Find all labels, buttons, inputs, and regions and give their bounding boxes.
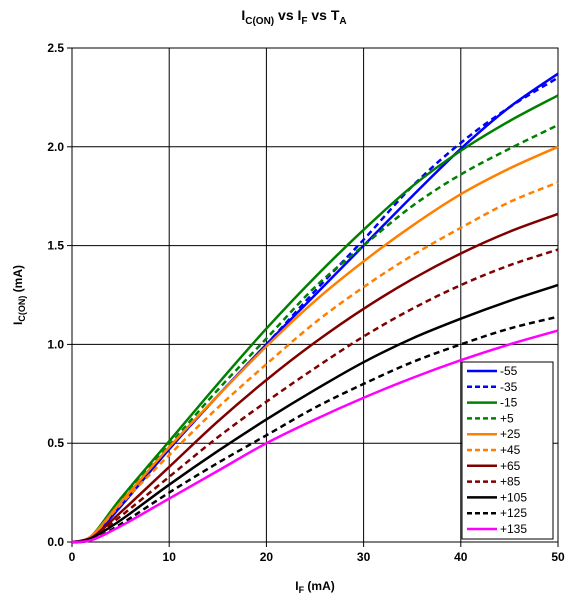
legend-entry-label: +105	[500, 490, 527, 504]
legend-entry-label: +25	[500, 427, 521, 441]
x-tick-label: 30	[357, 550, 371, 564]
y-tick-label: 0.0	[47, 535, 64, 549]
series-line-plus5	[71, 123, 559, 544]
legend-entry-label: +5	[500, 411, 514, 425]
legend-entry-label: +45	[500, 443, 521, 457]
legend-entry-label: -35	[500, 380, 518, 394]
series-line-plus25	[71, 145, 559, 544]
x-tick-label: 50	[551, 550, 565, 564]
y-tick-label: 1.0	[47, 337, 64, 351]
series-line-plus85	[71, 248, 559, 544]
x-tick-label: 10	[163, 550, 177, 564]
series-line-minus15	[71, 94, 559, 544]
legend-entry-label: +65	[500, 459, 521, 473]
x-tick-label: 0	[69, 550, 76, 564]
grid	[71, 47, 559, 543]
series-line-plus65	[71, 212, 559, 544]
series-line-plus135	[71, 329, 559, 544]
series-line-plus125	[71, 315, 559, 544]
legend-entry-label: -55	[500, 364, 518, 378]
legend-entry-label: +85	[500, 475, 521, 489]
y-tick-label: 2.0	[47, 140, 64, 154]
chart-title: IC(ON) vs IF vs TA	[241, 7, 346, 27]
y-axis-ticks: 0.0 0.5 1.0 1.5 2.0 2.5	[47, 41, 72, 549]
legend-entry-label: +125	[500, 506, 527, 520]
series-line-minus35	[71, 76, 559, 544]
x-axis-label: IF (mA)	[295, 579, 335, 595]
legend-entry-label: +135	[500, 522, 527, 536]
x-axis-ticks: 0 10 20 30 40 50	[69, 542, 565, 564]
series-line-plus105	[71, 283, 559, 544]
series-layer	[71, 72, 559, 544]
y-tick-label: 0.5	[47, 436, 64, 450]
legend-entry-label: -15	[500, 396, 518, 410]
series-line-plus45	[71, 181, 559, 544]
x-tick-label: 40	[454, 550, 468, 564]
x-tick-label: 20	[260, 550, 274, 564]
legend: -55 -35 -15+5 +25 +45 +65 +85+105 +125 +135	[461, 361, 554, 540]
y-tick-label: 2.5	[47, 41, 64, 55]
y-axis-label: IC(ON) (mA)	[11, 265, 27, 325]
y-tick-label: 1.5	[47, 239, 64, 253]
